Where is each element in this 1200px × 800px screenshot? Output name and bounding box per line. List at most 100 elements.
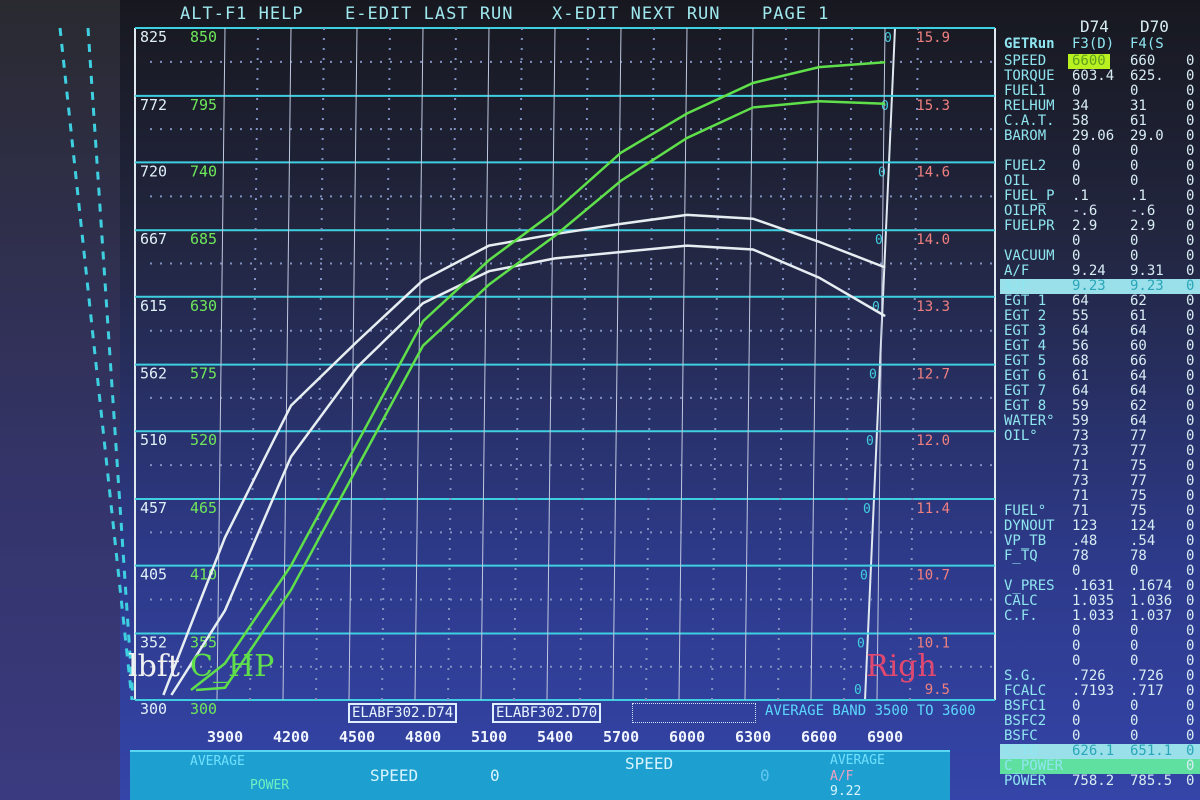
torque-tick-label: 510: [140, 431, 167, 449]
data-point: [356, 341, 358, 343]
torque-tick-label: 615: [140, 297, 167, 315]
channel-value-d74: 758.2: [1072, 773, 1115, 789]
channel-value-d74: -.6: [1072, 203, 1098, 219]
data-point: [686, 113, 688, 115]
channel-row-relhum: RELHUM 34 31 0: [1000, 99, 1200, 114]
channel-value-3: 0: [1186, 668, 1195, 684]
channel-label: A/F: [1004, 263, 1030, 279]
getrun-f3[interactable]: F3(D): [1072, 36, 1115, 52]
edit-next-run-menu[interactable]: X-EDIT NEXT RUN: [552, 4, 721, 24]
legend-empty-slot[interactable]: [632, 703, 756, 723]
data-point: [554, 210, 556, 212]
af-value: 9.22: [830, 784, 862, 799]
data-point: [422, 320, 424, 322]
channel-value-d70: 77: [1130, 428, 1147, 444]
torque-tick-label: 562: [140, 365, 167, 383]
legend-run-d70[interactable]: ELABF302.D70: [492, 703, 602, 723]
channel-value-d74: 0: [1072, 563, 1081, 579]
speed-heading: SPEED: [625, 754, 674, 773]
channel-value-3: 0: [1186, 473, 1195, 489]
channel-value-d74: 56: [1072, 338, 1089, 354]
channel-value-3: 0: [1186, 68, 1195, 84]
data-point: [488, 284, 490, 286]
getrun-label[interactable]: GETRun: [1004, 36, 1055, 52]
channel-value-d74: 59: [1072, 398, 1089, 414]
v-gridline: [414, 27, 424, 701]
data-point: [620, 251, 622, 253]
channel-value-d70: 62: [1130, 398, 1147, 414]
scale-dash-line: [58, 27, 134, 701]
channel-label: EGT 3: [1004, 323, 1047, 339]
data-point: [818, 66, 820, 68]
channel-label: F_TQ: [1004, 548, 1038, 564]
data-point: [422, 345, 424, 347]
channel-value-d70: 64: [1130, 368, 1147, 384]
minor-v-gridline: [447, 27, 457, 701]
channel-label: C_POWER: [1004, 758, 1064, 774]
edit-last-run-menu[interactable]: E-EDIT LAST RUN: [345, 4, 514, 24]
channel-row-s-g-: S.G. .726 .726 0: [1000, 669, 1200, 684]
data-point: [818, 100, 820, 102]
channel-label: EGT 7: [1004, 383, 1047, 399]
channel-value-d70: 31: [1130, 98, 1147, 114]
hp-tick-label: 850: [190, 28, 217, 46]
channel-value-d74: .1631: [1072, 578, 1115, 594]
channel-value-d70: 0: [1130, 728, 1139, 744]
channel-row-blank: 71 75 0: [1000, 489, 1200, 504]
channel-row-oil: OIL 0 0 0: [1000, 174, 1200, 189]
channel-value-d70: 77: [1130, 443, 1147, 459]
getrun-f4[interactable]: F4(S: [1130, 36, 1164, 52]
channel-label: EGT 2: [1004, 308, 1047, 324]
data-point: [224, 687, 226, 689]
data-point: [356, 366, 358, 368]
power-label: POWER: [250, 778, 290, 793]
channel-value-3: 0: [1186, 518, 1195, 534]
af-tick-label: 10.1: [916, 635, 950, 651]
channel-value-3: 0: [1186, 458, 1195, 474]
channel-value-d74: 0: [1072, 233, 1081, 249]
channel-row-torque: TORQUE 603.4 625. 0: [1000, 69, 1200, 84]
v-gridline: [744, 27, 754, 701]
data-point: [752, 106, 754, 108]
help-menu[interactable]: ALT-F1 HELP: [180, 4, 304, 24]
data-point: [488, 270, 490, 272]
channel-row-barom: BAROM 29.06 29.0 0: [1000, 129, 1200, 144]
channel-label: OIL: [1004, 173, 1030, 189]
channel-value-3: 0: [1186, 533, 1195, 549]
af-zero-mark: 0: [869, 368, 877, 383]
channel-row-fuel-: FUEL° 71 75 0: [1000, 504, 1200, 519]
af-zero-mark: 0: [875, 233, 883, 248]
hp-axis-label: C_HP: [190, 649, 275, 684]
minor-v-gridline: [249, 27, 259, 701]
channel-row-egt-5: EGT 5 68 66 0: [1000, 354, 1200, 369]
speed-label: SPEED: [370, 766, 419, 785]
af-tick-label: 14.0: [916, 232, 950, 248]
channel-row-blank: 0 0 0: [1000, 564, 1200, 579]
channel-value-d70: 62: [1130, 293, 1147, 309]
channel-value-d74: 0: [1072, 143, 1081, 159]
channel-value-d74: 9.23: [1072, 278, 1106, 294]
channel-row-dynout: DYNOUT 123 124 0: [1000, 519, 1200, 534]
channel-value-3: 0: [1186, 323, 1195, 339]
channel-label: DYNOUT: [1004, 518, 1055, 534]
legend-run-d74[interactable]: ELABF302.D74: [348, 703, 458, 723]
channel-value-d70: 0: [1130, 248, 1139, 264]
channel-label: POWER: [1004, 773, 1047, 789]
data-point: [422, 279, 424, 281]
channel-row-egt-4: EGT 4 56 60 0: [1000, 339, 1200, 354]
channel-value-d74: 71: [1072, 488, 1089, 504]
data-point: [488, 259, 490, 261]
channel-value-d74: 0: [1072, 728, 1081, 744]
average-band-label: AVERAGE BAND 3500 TO 3600: [765, 703, 976, 719]
channel-value-d70: 651.1: [1130, 743, 1173, 759]
minor-v-gridline: [645, 27, 655, 701]
data-point: [356, 467, 358, 469]
channel-value-3: 0: [1186, 428, 1195, 444]
channel-label: VP_TB: [1004, 533, 1047, 549]
col-header-d74: D74: [1080, 17, 1109, 36]
channel-value-d74: 71: [1072, 458, 1089, 474]
channel-value-3: 0: [1186, 698, 1195, 714]
channel-value-d74: 59: [1072, 413, 1089, 429]
data-point: [818, 277, 820, 279]
